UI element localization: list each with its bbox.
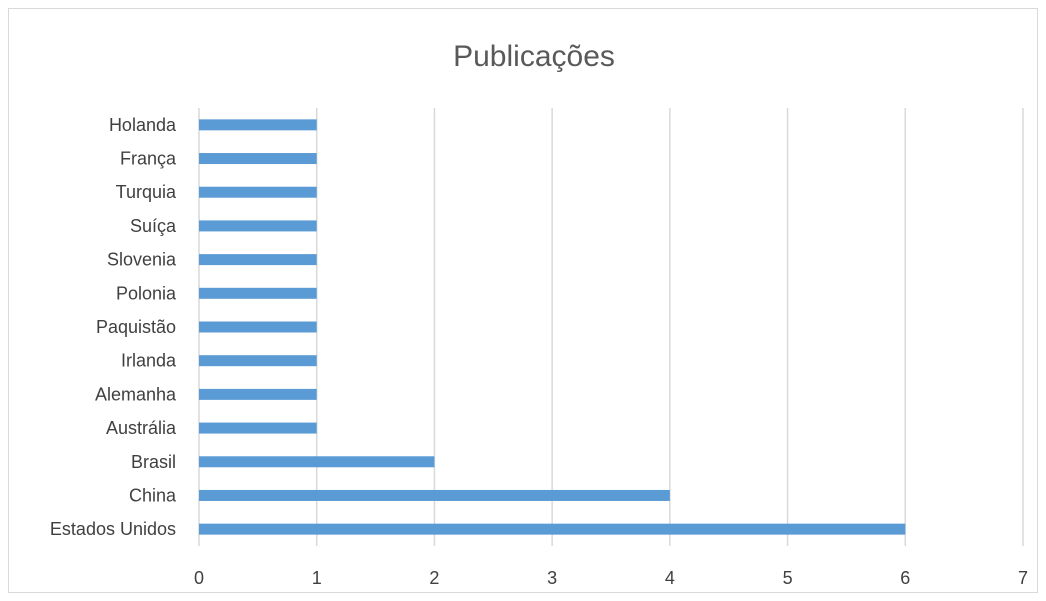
x-tick-label: 5 <box>783 568 793 588</box>
category-label: Irlanda <box>121 351 177 371</box>
category-label: Slovenia <box>107 250 177 270</box>
bar-polonia <box>199 287 317 299</box>
chart-title: Publicações <box>453 40 615 73</box>
bar-slovenia <box>199 254 317 266</box>
category-label: China <box>129 485 177 505</box>
bar-estados-unidos <box>199 523 906 535</box>
bar-suíça <box>199 220 317 232</box>
category-label: Estados Unidos <box>50 519 176 539</box>
category-label: Suíça <box>130 216 177 236</box>
x-tick-label: 6 <box>900 568 910 588</box>
category-label: Turquia <box>116 182 177 202</box>
category-label: França <box>120 149 177 169</box>
category-labels: Holanda França Turquia Suíça Slovenia Polonia… <box>50 115 177 539</box>
bar-turquia <box>199 186 317 198</box>
bar-frança <box>199 153 317 165</box>
bar-holanda <box>199 119 317 131</box>
gridlines <box>198 108 1024 546</box>
category-label: Brasil <box>131 452 176 472</box>
bar-austrália <box>199 422 317 434</box>
bar-paquistão <box>199 321 317 333</box>
category-label: Holanda <box>109 115 177 135</box>
x-tick-label: 4 <box>665 568 675 588</box>
x-tick-label: 2 <box>429 568 439 588</box>
bar-irlanda <box>199 355 317 367</box>
x-tick-label: 0 <box>194 568 204 588</box>
category-label: Alemanha <box>95 384 177 404</box>
bars <box>199 119 906 535</box>
category-label: Austrália <box>106 418 177 438</box>
x-tick-label: 1 <box>312 568 322 588</box>
bar-brasil <box>199 456 435 468</box>
bar-china <box>199 489 670 501</box>
category-label: Polonia <box>116 283 177 303</box>
x-axis-tick-labels: 0 1 2 3 4 5 6 7 <box>194 568 1028 588</box>
x-tick-label: 7 <box>1018 568 1028 588</box>
x-tick-label: 3 <box>547 568 557 588</box>
bar-alemanha <box>199 388 317 400</box>
category-label: Paquistão <box>96 317 176 337</box>
